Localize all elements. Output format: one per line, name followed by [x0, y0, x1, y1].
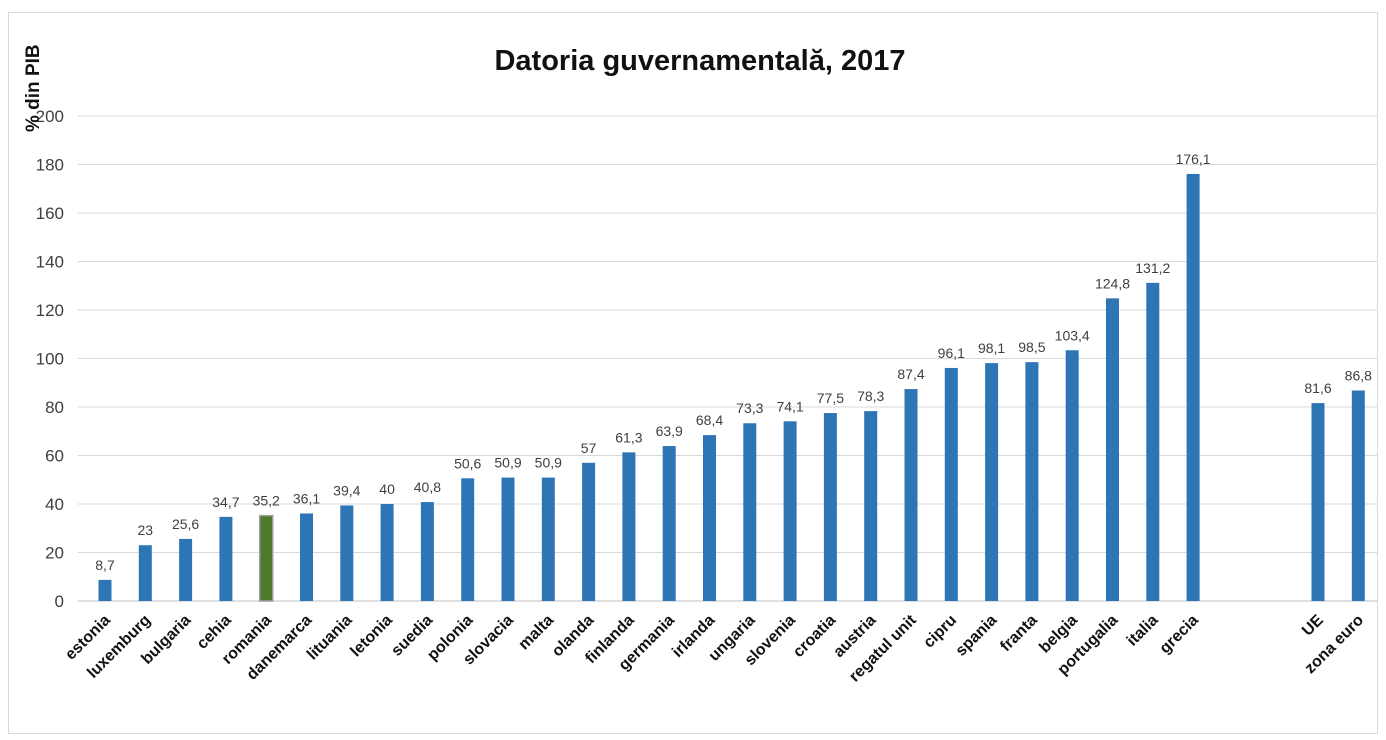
data-label: 50,9: [494, 455, 521, 471]
bar-franta: [1025, 362, 1039, 601]
y-tick-label: 40: [45, 495, 64, 514]
x-tick-label: croatia: [790, 612, 839, 661]
data-label: 103,4: [1055, 327, 1090, 343]
bar-lituania: [340, 505, 354, 601]
data-label: 81,6: [1304, 380, 1331, 396]
x-tick-label: UE: [1299, 612, 1327, 640]
data-label: 124,8: [1095, 275, 1130, 291]
data-label: 96,1: [938, 345, 965, 361]
x-tick-label: spania: [953, 612, 1001, 660]
bar-danemarca: [300, 513, 313, 601]
data-label: 39,4: [333, 482, 360, 498]
data-label: 40: [379, 481, 395, 497]
bar-estonia: [98, 579, 112, 601]
y-axis-ticks: 0 20 40 60 80 100 120 140 160 180 200: [36, 107, 64, 611]
bar-italia: [1146, 282, 1160, 601]
bars: [98, 173, 1365, 602]
data-labels: 8,7 23 25,6 34,7 35,2 36,1 39,4 40 40,8 50,6 50,9 5…: [95, 151, 1372, 573]
data-label: 131,2: [1135, 260, 1170, 276]
y-tick-label: 80: [45, 398, 64, 417]
bar-romania: [258, 514, 274, 602]
y-axis-label: % din PIB: [23, 44, 44, 132]
data-label: 98,1: [978, 340, 1005, 356]
data-label: 176,1: [1176, 151, 1211, 167]
bar-croatia: [823, 413, 837, 601]
data-label: 34,7: [212, 494, 239, 510]
bar-finlanda: [622, 452, 636, 601]
y-tick-label: 180: [36, 156, 64, 175]
data-label: 63,9: [656, 423, 683, 439]
bar-slovenia: [783, 421, 797, 601]
data-label: 74,1: [776, 398, 803, 414]
data-label: 25,6: [172, 516, 199, 532]
data-label: 87,4: [897, 366, 924, 382]
x-tick-label: lituania: [304, 612, 356, 664]
bar-ungaria: [743, 423, 757, 601]
y-tick-label: 120: [36, 301, 64, 320]
x-tick-label: grecia: [1157, 612, 1202, 657]
y-tick-label: 100: [36, 350, 64, 369]
x-tick-label: letonia: [347, 612, 396, 661]
data-label: 57: [581, 440, 597, 456]
data-label: 35,2: [253, 493, 280, 509]
bar-spania: [985, 363, 999, 601]
data-label: 77,5: [817, 390, 844, 406]
y-tick-label: 140: [36, 253, 64, 272]
y-tick-label: 20: [45, 544, 64, 563]
data-label: 50,9: [535, 455, 562, 471]
data-label: 8,7: [95, 557, 115, 573]
bar-malta: [541, 477, 555, 601]
bar-austria: [864, 411, 878, 601]
y-tick-label: 0: [55, 592, 64, 611]
y-tick-label: 160: [36, 204, 64, 223]
bar-bulgaria: [179, 538, 193, 601]
gridlines: [78, 115, 1378, 602]
bar-slovacia: [501, 477, 515, 601]
bar-cehia: [219, 516, 233, 601]
x-tick-label: italia: [1124, 612, 1162, 650]
bar-olanda: [582, 462, 596, 601]
bar-suedia: [420, 502, 434, 601]
bar-luxemburg: [138, 545, 152, 601]
data-label: 73,3: [736, 400, 763, 416]
data-label: 98,5: [1018, 339, 1045, 355]
bar-germania: [662, 446, 676, 601]
data-label: 68,4: [696, 412, 723, 428]
bar-regatul-unit: [904, 389, 918, 601]
bar-portugalia: [1106, 298, 1119, 601]
bar-belgia: [1065, 350, 1079, 601]
bar-letonia: [380, 504, 394, 601]
data-label: 78,3: [857, 388, 884, 404]
bar-polonia: [461, 478, 475, 601]
data-label: 23: [138, 522, 154, 538]
bar-zona-euro: [1351, 390, 1365, 601]
data-label: 36,1: [293, 490, 320, 506]
x-tick-label: franta: [997, 612, 1041, 656]
data-label: 61,3: [615, 429, 642, 445]
data-label: 40,8: [414, 479, 441, 495]
bar-cipru: [944, 367, 958, 601]
bar-grecia: [1186, 173, 1200, 601]
data-label: 86,8: [1345, 368, 1372, 384]
bar-ue: [1311, 403, 1325, 601]
data-label: 50,6: [454, 455, 481, 471]
y-tick-label: 200: [36, 107, 64, 126]
y-tick-label: 60: [45, 447, 64, 466]
chart-title: Datoria guvernamentală, 2017: [494, 45, 905, 77]
bar-irlanda: [703, 435, 716, 601]
